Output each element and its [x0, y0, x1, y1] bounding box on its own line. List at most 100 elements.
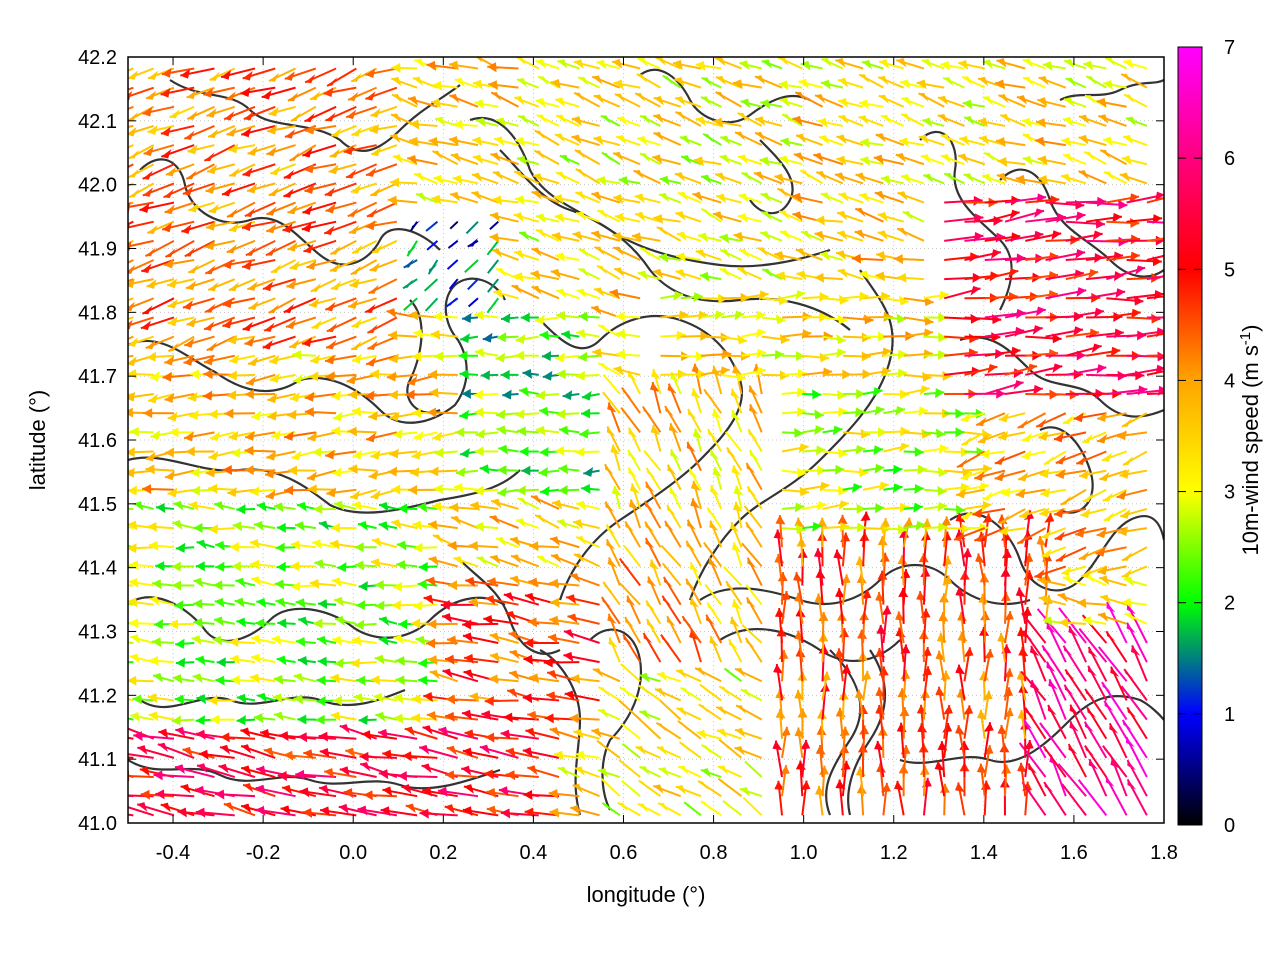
wind-arrow-head	[165, 166, 177, 177]
wind-arrow-head	[730, 388, 740, 399]
wind-arrow-head	[389, 411, 400, 422]
wind-arrow-head	[421, 763, 432, 774]
wind-arrow-head	[575, 500, 586, 511]
wind-arrow-head	[337, 562, 347, 573]
wind-arrow-head	[277, 770, 287, 781]
wind-arrow-head	[307, 431, 318, 442]
wind-arrow-head	[427, 369, 438, 380]
wind-arrow-head	[874, 740, 884, 751]
wind-arrow-head	[1078, 170, 1089, 180]
wind-arrow-head	[352, 501, 362, 511]
wind-arrow-head	[937, 113, 949, 124]
wind-arrow-head	[422, 786, 432, 797]
wind-arrow-head	[107, 71, 117, 80]
wind-arrow-head	[297, 714, 307, 725]
colorbar-label-superscript: -1	[1237, 332, 1254, 345]
wind-arrow-head	[164, 447, 175, 458]
wind-arrow-head	[814, 409, 824, 420]
wind-arrow-head	[455, 467, 466, 478]
wind-arrow-head	[717, 765, 729, 775]
wind-arrow-head	[665, 520, 674, 532]
wind-arrow-head	[334, 596, 344, 607]
wind-arrow-head	[598, 687, 609, 697]
wind-arrow-head	[128, 264, 136, 274]
wind-arrow-head	[797, 368, 807, 379]
wind-arrow-head	[149, 595, 160, 606]
wind-arrow-head	[520, 312, 530, 323]
wind-arrow-head	[148, 70, 159, 80]
x-tick-label: 1.6	[1060, 842, 1088, 864]
wind-arrow-head	[515, 518, 527, 528]
wind-arrow-head	[245, 430, 255, 441]
wind-arrow-head	[754, 131, 766, 142]
wind-arrow-head	[715, 75, 727, 86]
wind-arrow-head	[174, 764, 185, 774]
wind-arrow-head	[104, 411, 114, 421]
wind-arrow-head	[793, 572, 803, 582]
wind-arrow-head	[155, 789, 165, 800]
wind-arrow-head	[370, 490, 381, 500]
wind-arrow-head	[500, 369, 510, 380]
wind-arrow-head	[861, 589, 872, 600]
wind-arrow-head	[963, 173, 974, 183]
wind-arrow-head	[758, 290, 769, 301]
wind-arrow-head	[247, 183, 258, 194]
wind-arrow-head	[576, 535, 587, 546]
wind-arrow-head	[357, 521, 368, 531]
wind-arrow-head	[419, 744, 430, 755]
wind-arrow-head	[215, 561, 225, 572]
wind-arrow-head	[489, 219, 500, 230]
wind-arrow-head	[858, 115, 869, 125]
wind-arrow-head	[527, 710, 537, 721]
wind-arrow-head	[658, 252, 669, 263]
wind-arrow-head	[395, 656, 405, 667]
wind-arrow-head	[899, 707, 910, 717]
wind-arrow-head	[142, 170, 153, 180]
wind-arrow-head	[165, 248, 176, 258]
wind-arrow-head	[552, 499, 563, 510]
wind-arrow-head	[1088, 759, 1098, 770]
wind-arrow-head	[375, 600, 385, 611]
wind-arrow-head	[686, 578, 695, 590]
wind-arrow-head	[292, 350, 302, 360]
wind-arrow-head	[325, 371, 335, 382]
wind-arrow-head	[295, 598, 306, 609]
wind-arrow-head	[653, 113, 664, 124]
wind-arrow-head	[941, 516, 951, 526]
wind-arrow-head	[976, 763, 987, 774]
wind-arrow-head	[157, 742, 168, 753]
wind-arrow-head	[960, 471, 971, 481]
wind-arrow-head	[221, 186, 233, 197]
wind-arrow-head	[775, 314, 786, 325]
wind-arrow-head	[128, 126, 137, 137]
wind-arrow-head	[462, 747, 473, 758]
wind-arrow-head	[190, 467, 200, 478]
contour-line	[128, 277, 506, 424]
wind-arrow-head	[689, 597, 700, 608]
wind-arrow-head	[491, 92, 502, 102]
wind-arrow-head	[793, 152, 805, 162]
wind-arrow-head	[778, 80, 789, 91]
wind-arrow-head	[411, 351, 422, 362]
wind-arrow-head	[204, 321, 215, 331]
wind-arrow-head	[738, 193, 749, 203]
wind-arrow-head	[837, 390, 847, 401]
wind-arrow-head	[1053, 432, 1064, 443]
wind-arrow-head	[1110, 346, 1121, 357]
wind-arrow-head	[616, 134, 627, 145]
wind-arrow-head	[658, 802, 669, 812]
wind-arrow-head	[703, 133, 714, 143]
wind-arrow-head	[515, 136, 525, 147]
wind-arrow-head	[498, 786, 509, 797]
wind-arrow-head	[228, 143, 239, 154]
wind-arrow-head	[605, 501, 615, 512]
wind-arrow-head	[284, 485, 294, 496]
wind-arrow-head	[227, 487, 237, 498]
wind-arrow-head	[596, 265, 608, 275]
wind-arrow-head	[305, 124, 315, 135]
wind-arrow-head	[712, 211, 723, 221]
wind-arrow-head	[265, 246, 277, 256]
wind-arrow-head	[1013, 380, 1024, 390]
wind-arrow-head	[637, 135, 648, 146]
wind-arrow-head	[835, 57, 846, 68]
